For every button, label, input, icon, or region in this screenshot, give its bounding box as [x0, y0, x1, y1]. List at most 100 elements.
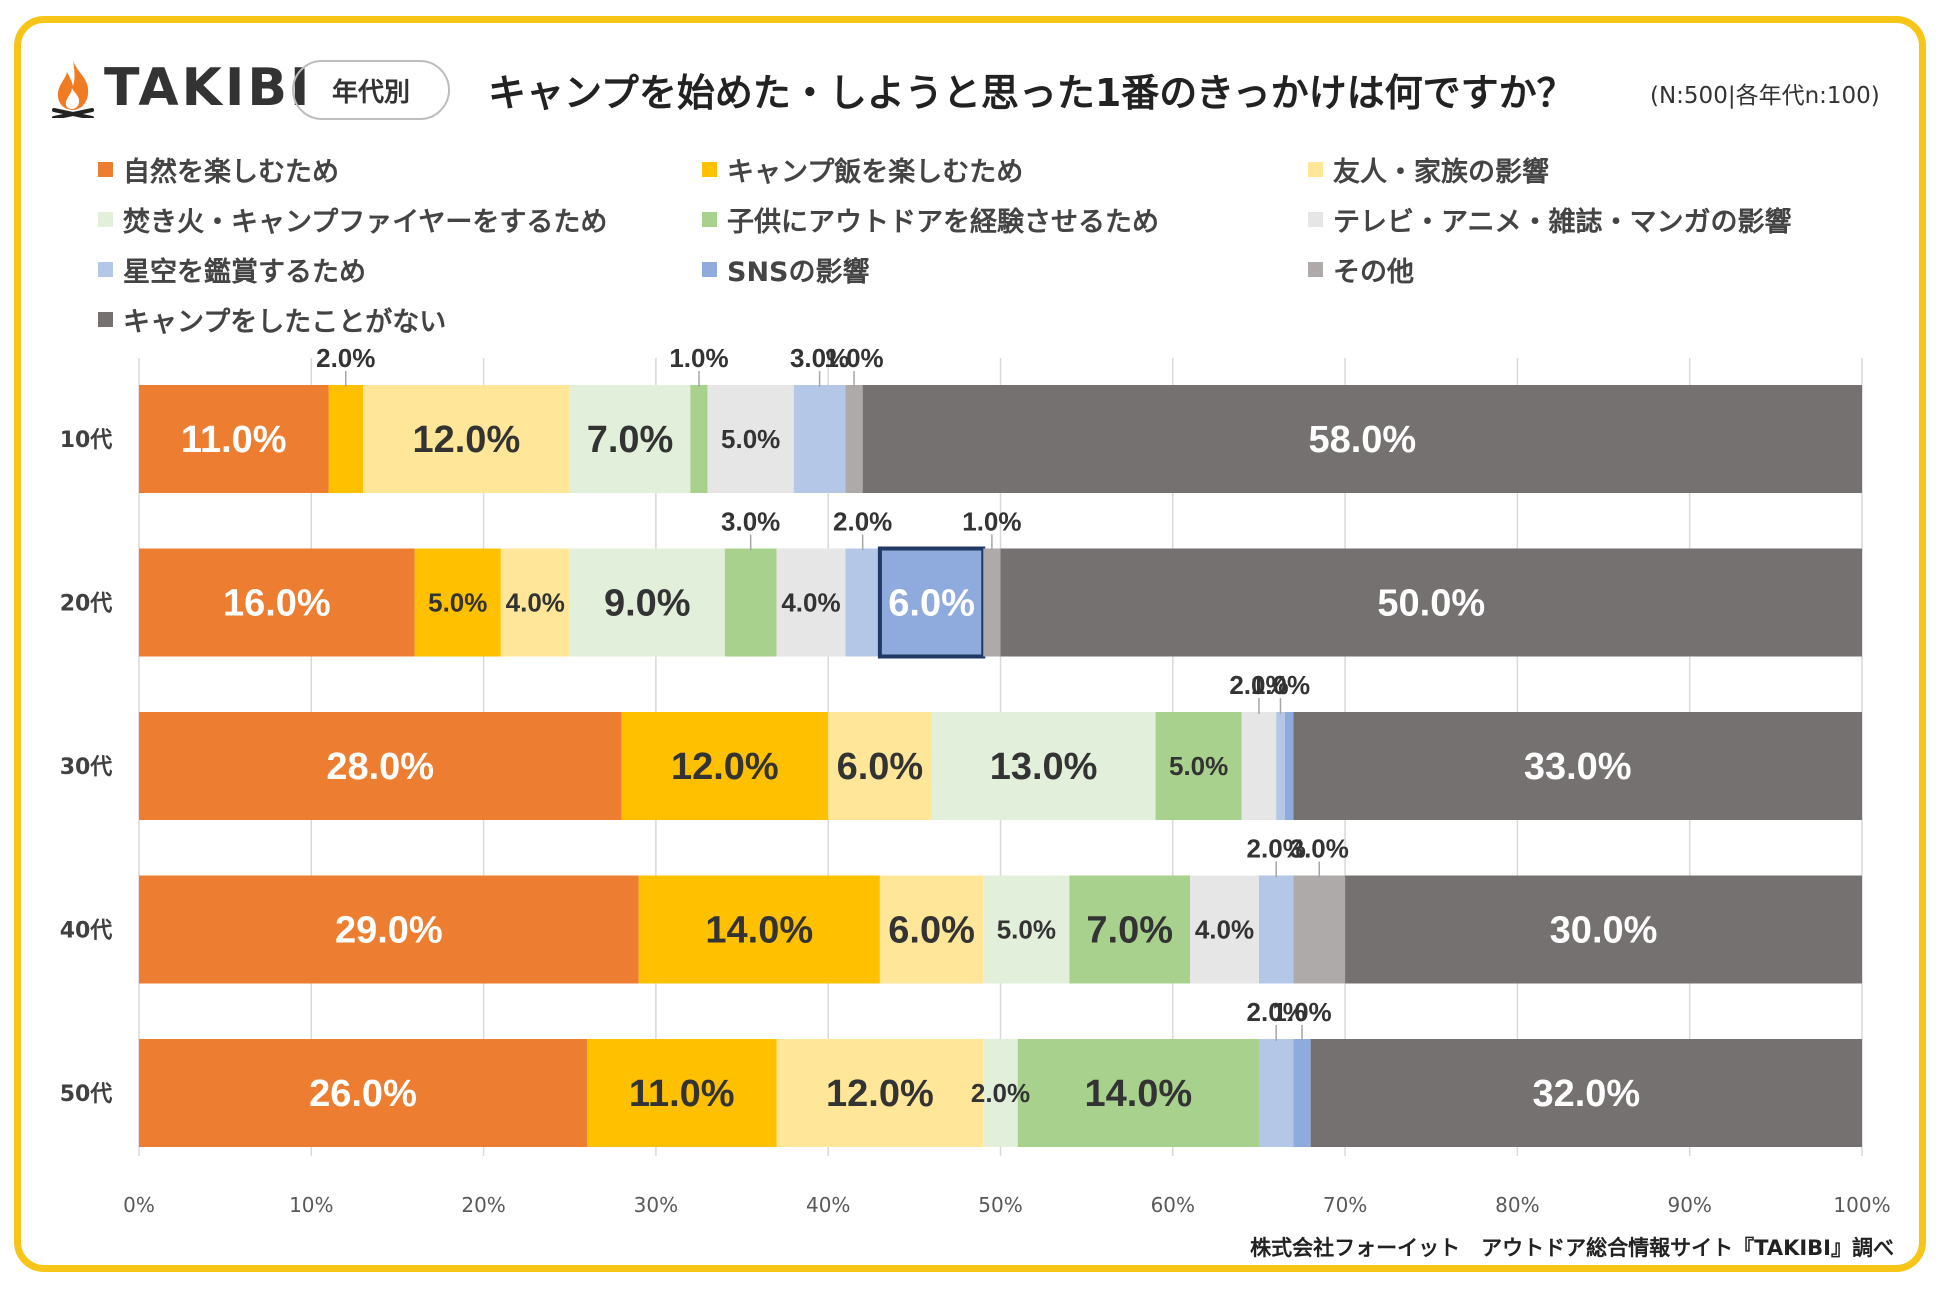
callout-label: 1.0%	[824, 343, 883, 373]
callout-label: 1.0%	[1272, 997, 1331, 1027]
data-label: 58.0%	[1308, 419, 1416, 461]
bar-segment	[139, 1039, 587, 1147]
legend-label: 子供にアウトドアを経験させるため	[727, 207, 1159, 238]
bar-segment	[1241, 712, 1277, 820]
callout-label: 3.0%	[1290, 834, 1349, 864]
bar-segment	[983, 548, 1001, 657]
data-label: 9.0%	[604, 583, 691, 625]
data-label: 14.0%	[1084, 1073, 1192, 1115]
legend-item: SNSの影響	[702, 250, 870, 289]
bar-segment	[1190, 875, 1259, 984]
category-label: 40代	[60, 919, 113, 944]
data-label: 4.0%	[506, 588, 565, 618]
legend-swatch	[98, 312, 113, 327]
chart-legend: 自然を楽しむため キャンプ飯を楽しむため 友人・家族の影響焚き火・キャンプファイヤー…	[98, 150, 1918, 350]
x-tick-label: 90%	[1667, 1193, 1711, 1217]
bar-segment	[328, 385, 363, 493]
callout-label: 3.0%	[721, 507, 780, 537]
legend-item: その他	[1308, 250, 1414, 289]
data-label: 28.0%	[326, 746, 434, 788]
bar-segment	[793, 385, 846, 493]
legend-label: 友人・家族の影響	[1333, 157, 1549, 188]
callout-label: 2.0%	[1229, 670, 1288, 700]
bar-segment	[569, 548, 725, 657]
data-label: 2.0%	[971, 1078, 1030, 1108]
bar-segment	[1276, 712, 1285, 820]
bar-segment	[845, 548, 880, 657]
callout-label: 2.0%	[1247, 834, 1306, 864]
bar-segment	[569, 385, 691, 493]
bar-segment	[139, 385, 329, 493]
x-tick-label: 50%	[978, 1193, 1022, 1217]
legend-label: その他	[1333, 257, 1414, 288]
stacked-bar-chart: 0% 10% 20% 30% 40% 50% 60% 70% 80% 90% 100% 10代 11.0…	[60, 343, 1891, 1217]
bar-segment	[1258, 1039, 1294, 1147]
legend-label: 星空を鑑賞するため	[123, 257, 366, 288]
x-tick-label: 70%	[1323, 1193, 1367, 1217]
bar-segment	[690, 385, 708, 493]
x-tick-label: 10%	[289, 1193, 333, 1217]
legend-label: 焚き火・キャンプファイヤーをするため	[123, 207, 608, 238]
data-label: 29.0%	[335, 910, 443, 952]
data-label: 5.0%	[428, 588, 487, 618]
data-label: 5.0%	[1169, 751, 1228, 781]
age-group-tag: 年代別	[292, 60, 450, 120]
legend-label: キャンプをしたことがない	[123, 307, 447, 338]
legend-item: 子供にアウトドアを経験させるため	[702, 200, 1159, 239]
bar-segment	[879, 875, 984, 984]
takibi-logo: TAKIBI	[50, 58, 312, 118]
callout-label: 1.0%	[962, 507, 1021, 537]
bar-segment	[1017, 1039, 1259, 1147]
data-label: 12.0%	[412, 419, 520, 461]
data-label: 13.0%	[990, 746, 1098, 788]
data-label: 14.0%	[705, 910, 813, 952]
legend-swatch	[1308, 162, 1323, 177]
flame-icon	[52, 60, 94, 118]
bar-segment	[776, 548, 846, 657]
legend-item: キャンプをしたことがない	[98, 300, 446, 339]
bar-segment	[1069, 875, 1191, 984]
legend-item: 友人・家族の影響	[1308, 150, 1549, 189]
bar-segment	[845, 385, 863, 493]
x-tick-label: 20%	[461, 1193, 505, 1217]
bar-segment	[707, 385, 794, 493]
x-tick-label: 60%	[1151, 1193, 1195, 1217]
bar-segment	[1258, 875, 1294, 984]
data-label: 33.0%	[1524, 746, 1632, 788]
bar-segment	[638, 875, 880, 984]
bar-segment	[362, 385, 570, 493]
bar-segment	[1155, 712, 1242, 820]
bar-segment	[1310, 1039, 1862, 1147]
callout-label: 2.0%	[1247, 997, 1306, 1027]
legend-swatch	[702, 212, 717, 227]
legend-item: 焚き火・キャンプファイヤーをするため	[98, 200, 607, 239]
data-label: 16.0%	[223, 583, 331, 625]
category-label: 20代	[60, 592, 113, 617]
legend-swatch	[1308, 262, 1323, 277]
legend-swatch	[702, 162, 717, 177]
sample-size-note: (N:500|各年代n:100)	[1650, 83, 1880, 109]
data-label: 5.0%	[997, 915, 1056, 945]
legend-item: キャンプ飯を楽しむため	[702, 150, 1023, 189]
chart-title: キャンプを始めた・しようと思った1番のきっかけは何ですか？	[488, 71, 1575, 115]
bar-segment	[621, 712, 829, 820]
data-label: 4.0%	[781, 588, 840, 618]
bar-segment	[931, 712, 1156, 820]
data-label: 12.0%	[671, 746, 779, 788]
data-label: 6.0%	[888, 583, 975, 625]
data-label: 7.0%	[587, 419, 674, 461]
bar-segment	[1293, 875, 1346, 984]
legend-label: キャンプ飯を楽しむため	[727, 157, 1024, 188]
data-label: 30.0%	[1550, 910, 1658, 952]
bar-segment	[862, 385, 1862, 493]
legend-label: 自然を楽しむため	[123, 157, 339, 188]
legend-swatch	[98, 212, 113, 227]
x-tick-label: 100%	[1833, 1193, 1890, 1217]
data-label: 50.0%	[1377, 583, 1485, 625]
legend-swatch	[98, 162, 113, 177]
data-label: 6.0%	[837, 746, 924, 788]
bar-segment	[139, 875, 639, 984]
bar-segment	[586, 1039, 777, 1147]
category-label: 10代	[60, 428, 113, 453]
bar-segment	[983, 875, 1070, 984]
